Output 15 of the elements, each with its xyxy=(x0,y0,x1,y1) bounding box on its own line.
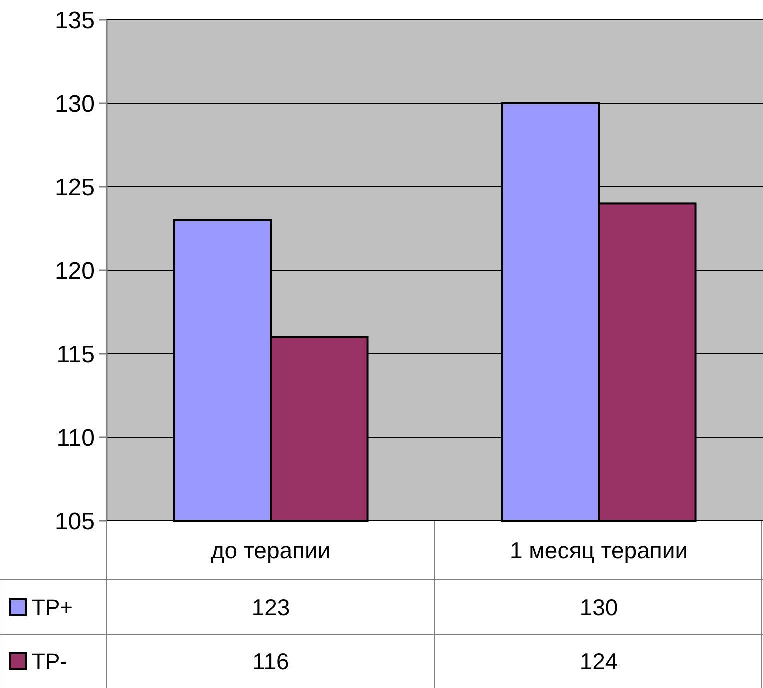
y-tick-label: 125 xyxy=(54,174,95,202)
y-tick-label: 110 xyxy=(56,424,95,452)
y-tick-label: 135 xyxy=(54,7,95,34)
y-tick-label: 105 xyxy=(54,508,95,536)
data-label: 116 xyxy=(252,648,290,675)
data-label: 130 xyxy=(580,594,618,621)
x-tick-label: 1 месяц терапии xyxy=(510,538,688,564)
y-tick-label: 130 xyxy=(54,90,95,118)
x-tick-label: до терапии xyxy=(211,538,331,564)
data-label: 124 xyxy=(580,648,618,675)
y-tick-label: 120 xyxy=(54,258,95,285)
legend-label: TP+ xyxy=(32,595,73,620)
legend-label: TP- xyxy=(32,649,68,674)
data-label: 123 xyxy=(252,594,290,621)
y-tick-label: 115 xyxy=(56,341,95,368)
